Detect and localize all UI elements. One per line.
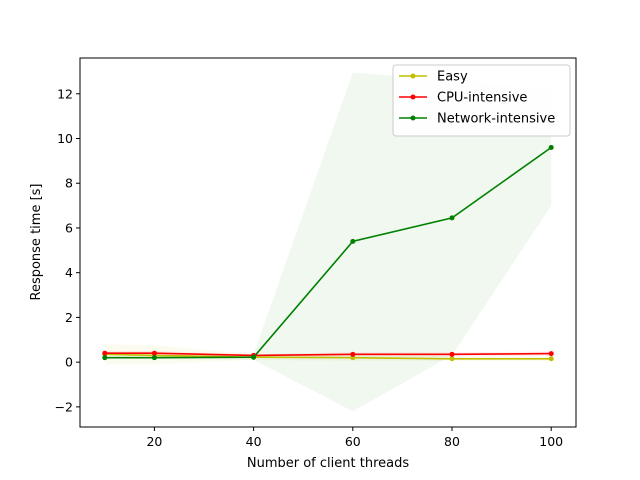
point-cpu-intensive-80 [449,351,455,357]
series-lines [102,144,554,362]
point-network-intensive-80 [449,215,455,221]
y-tick-label: 10 [57,131,73,146]
legend-label-cpu-intensive: CPU-intensive [437,91,527,106]
line-cpu-intensive [104,352,552,357]
y-tick-label: 6 [65,220,73,235]
y-tick-label: 4 [65,265,73,280]
point-network-intensive-100 [548,144,554,150]
legend-box [392,64,571,137]
band-network-intensive [104,72,552,412]
x-tick-label: 100 [539,434,563,449]
y-axis-label: Response time [s] [29,184,44,301]
point-cpu-intensive-20 [151,350,157,356]
y-tick-label: 8 [65,176,73,191]
point-network-intensive-10 [102,355,108,361]
x-tick-label: 40 [246,434,262,449]
legend-label-network-intensive: Network-intensive [437,112,555,127]
legend-marker-easy [410,73,416,79]
x-axis-ticks: 20 40 60 80 100 [146,427,563,449]
x-tick-label: 20 [146,434,162,449]
y-tick-label: 2 [65,310,73,325]
y-axis-ticks: −2 0 2 4 6 8 10 12 [55,86,80,414]
legend: Easy CPU-intensive Network-intensive [392,64,571,137]
point-cpu-intensive-100 [548,351,554,357]
y-tick-label: −2 [55,399,73,414]
legend-label-easy: Easy [437,70,468,85]
point-cpu-intensive-10 [102,350,108,356]
x-tick-label: 60 [345,434,361,449]
legend-marker-network-intensive [410,115,416,121]
plot-frame [79,57,577,428]
point-cpu-intensive-60 [350,351,356,357]
point-easy-80 [449,356,455,362]
point-network-intensive-60 [350,238,356,244]
y-tick-label: 0 [65,355,73,370]
line-network-intensive [104,146,552,359]
y-tick-label: 12 [57,86,73,101]
x-tick-label: 80 [444,434,460,449]
point-network-intensive-20 [151,355,157,361]
legend-marker-cpu-intensive [410,94,416,100]
x-axis-label: Number of client threads [247,456,409,471]
point-easy-100 [548,356,554,362]
point-network-intensive-40 [251,354,257,360]
line-easy [104,353,552,360]
